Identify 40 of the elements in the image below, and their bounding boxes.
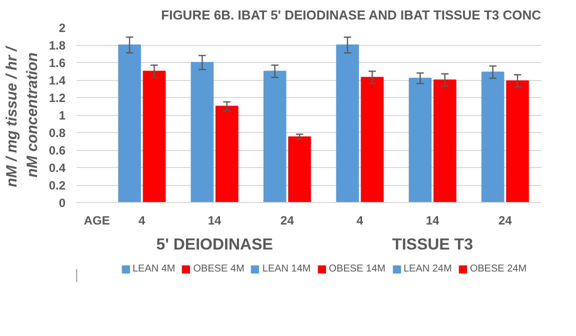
y-axis-title: nM / mg tissue / hr / nM concentration [3,45,41,188]
x-tick-label: 24 [498,214,512,228]
x-tick-label: 24 [280,214,294,228]
x-tick-label: 4 [138,214,146,228]
legend-label: LEAN 24M [403,264,452,274]
y-tick-label: 0.2 [48,178,66,192]
x-axis-title: AGE [84,214,110,228]
bar [118,44,141,202]
y-tick-label: 1.2 [48,91,66,105]
y-tick-label: 0 [58,196,66,210]
bar [360,76,384,202]
text: TISSUE T3 [392,236,474,254]
y-tick-label: 1.6 [48,56,66,70]
bar [336,44,359,202]
bar [263,70,286,202]
legend-label: OBESE 24M [470,264,527,274]
legend-label: LEAN 4M [132,264,176,274]
y-tick-label: 1 [58,108,66,122]
bar [142,70,166,202]
bar [506,80,529,202]
x-tick-label: 14 [426,214,440,228]
bar [216,106,238,202]
legend-label: OBESE 14M [328,264,386,274]
text: 5' DEIODINASE [156,236,274,254]
bar [288,136,311,202]
y-tick-label: 2 [58,21,66,35]
y-tick-label: 0.8 [48,126,66,140]
y-tick-label: 0.6 [48,144,66,158]
bar [190,62,214,202]
x-tick-label: 14 [208,214,222,228]
legend-label: OBESE 4M [193,264,244,274]
y-tick-label: 1.8 [48,38,66,52]
legend-label: LEAN 14M [262,264,311,274]
chart-title: FIGURE 6B. IBAT 5' DEIODINASE AND IBAT TISSUE T3 CONC [161,8,542,22]
bar [408,78,432,202]
y-tick-label: 0.4 [48,161,66,175]
bar [433,80,456,202]
x-tick-label: 4 [356,214,364,228]
bar [481,72,504,202]
y-tick-label: 1.4 [48,74,66,88]
